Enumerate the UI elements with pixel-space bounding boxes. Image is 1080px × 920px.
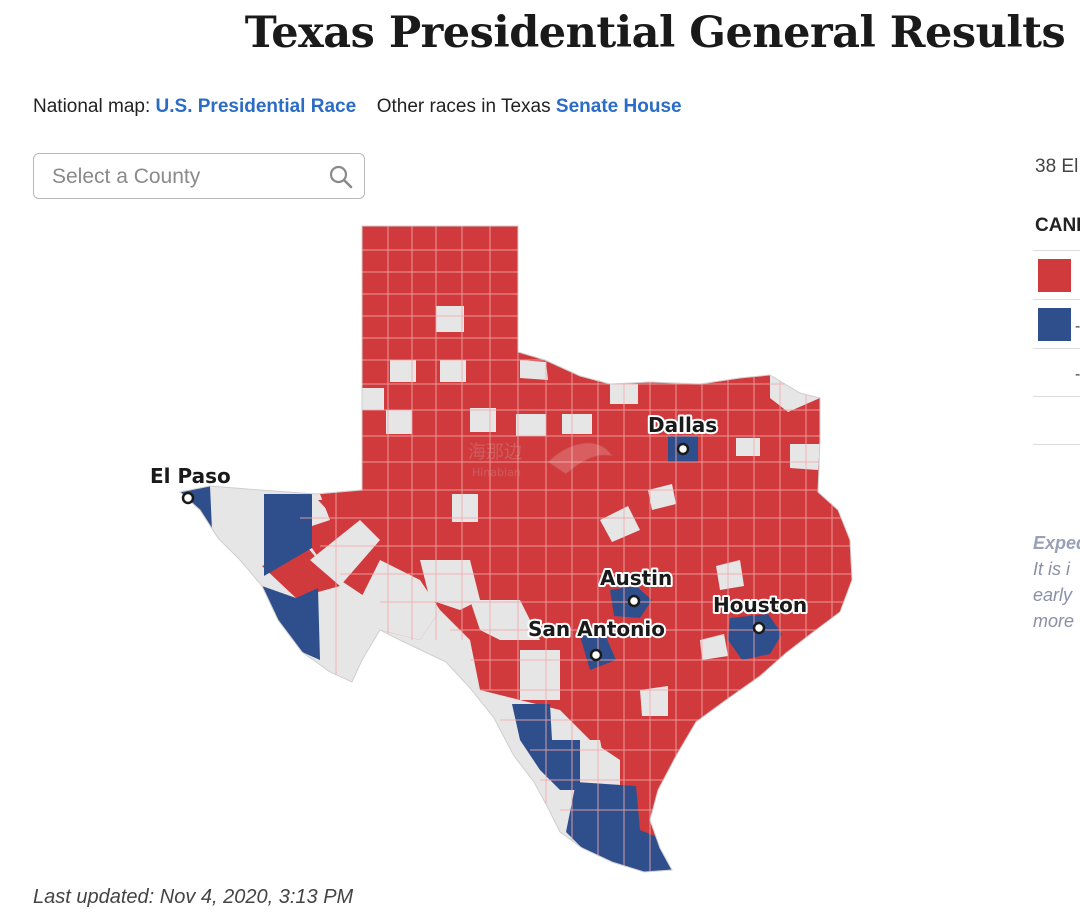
city-marker-houston[interactable]: Houston <box>711 591 809 635</box>
svg-text:海那边: 海那边 <box>468 442 522 463</box>
expectation-note-line: early <box>1033 585 1073 605</box>
city-label-dallas: Dallas <box>648 413 717 437</box>
candidate-row-text: - <box>1075 366 1080 383</box>
city-label-austin: Austin <box>600 566 672 590</box>
city-label-san-antonio: San Antonio <box>528 617 665 641</box>
city-label-el-paso: El Paso <box>150 464 231 488</box>
candidate-row-text: - <box>1075 318 1080 335</box>
city-label-houston: Houston <box>713 593 807 617</box>
race-nav: National map: U.S. Presidential Race Oth… <box>33 96 682 118</box>
city-marker-el-paso[interactable]: El Paso <box>148 462 233 505</box>
house-link[interactable]: House <box>623 96 682 117</box>
city-marker-san-antonio[interactable]: San Antonio <box>526 615 667 662</box>
candidates-header: CAND <box>1035 215 1080 236</box>
city-markers: El Paso Dallas Austin Houston San Antoni… <box>148 411 809 662</box>
other-races-label: Other races in Texas <box>376 96 551 117</box>
divider <box>1033 348 1080 349</box>
page-title: Texas Presidential General Results <box>244 8 1066 58</box>
last-updated: Last updated: Nov 4, 2020, 3:13 PM <box>33 886 354 908</box>
city-marker-dallas[interactable]: Dallas <box>646 411 719 456</box>
senate-link[interactable]: Senate <box>555 96 619 117</box>
results-sidebar: 38 El CAND - - Exped It is i early more <box>1033 0 1080 920</box>
divider <box>1033 299 1080 300</box>
city-marker-austin[interactable]: Austin <box>598 564 674 608</box>
county-search[interactable] <box>33 153 365 199</box>
divider <box>1033 444 1080 445</box>
democrat-swatch <box>1038 308 1071 341</box>
expectation-note-title: Exped <box>1033 533 1080 553</box>
divider <box>1033 396 1080 397</box>
expectation-note-line: It is i <box>1033 559 1071 579</box>
texas-county-map[interactable]: 海那边 Hinabian El Paso Dallas Austin Houst… <box>0 215 870 890</box>
divider <box>1033 250 1080 251</box>
expectation-note-line: more <box>1033 611 1075 631</box>
electoral-votes-label: 38 El <box>1035 156 1079 177</box>
svg-text:Hinabian: Hinabian <box>472 466 521 479</box>
republican-swatch <box>1038 259 1071 292</box>
county-search-input[interactable] <box>50 162 324 192</box>
us-presidential-race-link[interactable]: U.S. Presidential Race <box>155 96 357 117</box>
national-map-label: National map: <box>33 96 151 117</box>
county-fills <box>210 226 852 872</box>
search-icon[interactable] <box>328 164 354 190</box>
map-watermark: 海那边 Hinabian <box>468 442 613 479</box>
